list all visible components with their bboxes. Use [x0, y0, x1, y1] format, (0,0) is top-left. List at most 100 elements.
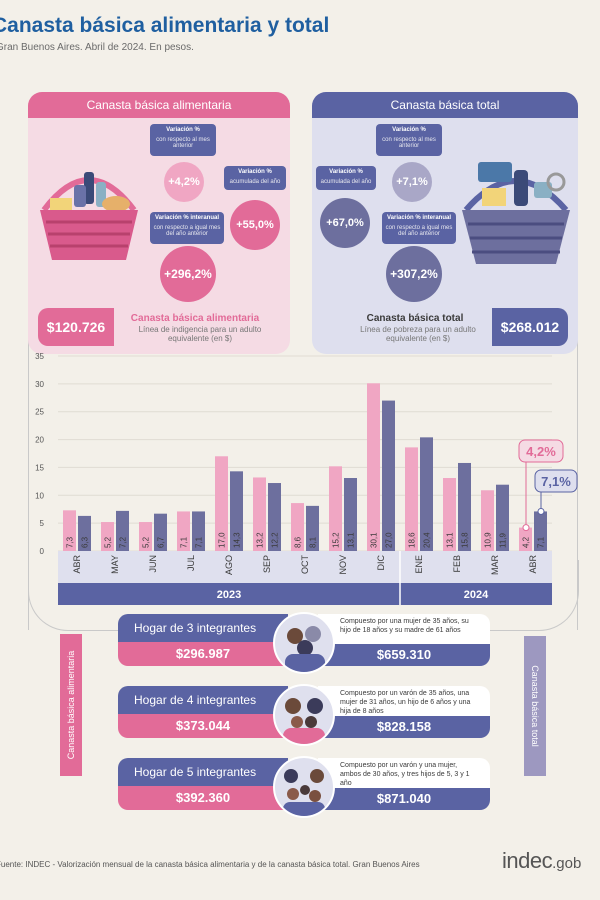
bar — [443, 478, 456, 551]
bar — [329, 466, 342, 551]
y-tick-label: 5 — [40, 519, 45, 528]
bar — [291, 503, 304, 551]
bar-value-label: 5,2 — [142, 536, 151, 548]
y-tick-label: 20 — [35, 436, 44, 445]
household-4-name: Hogar de 4 integrantes — [118, 686, 288, 714]
bar — [534, 511, 547, 551]
family-3-icon — [273, 612, 335, 674]
bar-value-label: 6,3 — [81, 536, 90, 548]
bar-value-label: 30,1 — [370, 532, 379, 548]
bar-value-label: 7,1 — [537, 536, 546, 548]
y-tick-label: 0 — [40, 547, 45, 556]
callout-box-cba — [518, 439, 564, 463]
household-4-cba: $373.044 — [118, 714, 288, 738]
y-tick-label: 10 — [35, 491, 44, 500]
x-tick-label: ABR — [528, 555, 538, 574]
x-tick-label: FEB — [452, 555, 462, 573]
year-label: 2023 — [217, 589, 241, 601]
cbt-panel-header: Canasta básica total — [312, 92, 578, 118]
household-5-name: Hogar de 5 integrantes — [118, 758, 288, 786]
bar-value-label: 27,0 — [385, 532, 394, 548]
y-tick-label: 30 — [35, 380, 44, 389]
y-tick-label: 25 — [35, 408, 44, 417]
callout-value-cba: 4,2% — [526, 444, 556, 459]
x-tick-label: JUL — [186, 555, 196, 571]
household-4-cbt: $828.158 — [318, 716, 490, 738]
bar-value-label: 13,1 — [446, 532, 455, 548]
household-3-desc: Compuesto por una mujer de 35 años, su h… — [318, 614, 490, 644]
bar-value-label: 14,3 — [233, 532, 242, 548]
bar — [382, 400, 395, 551]
x-tick-label: SEP — [262, 555, 272, 573]
cba-accum-badge: Variación % acumulada del año — [224, 166, 286, 190]
bar — [268, 483, 281, 551]
bar — [496, 484, 509, 551]
y-tick-label: 15 — [35, 463, 44, 472]
bar — [139, 522, 152, 551]
bar — [367, 383, 380, 551]
household-3-cba: $296.987 — [118, 642, 288, 666]
bar — [481, 490, 494, 551]
bar-value-label: 20,4 — [423, 532, 432, 548]
variation-chart: 0 5 10 15 20 25 30 35 7,3 6,3 ABR 5,2 7,2 MAY 5,2 6,7 JU… — [35, 352, 578, 605]
x-tick-label: AGO — [224, 555, 234, 575]
bar-value-label: 13,2 — [256, 532, 265, 548]
bar — [420, 437, 433, 551]
bar-value-label: 18,6 — [408, 532, 417, 548]
bar-value-label: 4,2 — [522, 536, 531, 548]
bar-value-label: 17,0 — [218, 532, 227, 548]
cba-yoy-badge: Variación % interanual con respecto a igu… — [150, 212, 224, 244]
bar — [405, 447, 418, 551]
cbt-yoy-value: +307,2% — [386, 246, 442, 302]
outline-frame-right — [577, 300, 578, 630]
y-tick-label: 35 — [35, 352, 44, 361]
indec-logo: indec.gob — [502, 848, 582, 873]
bar — [116, 510, 129, 551]
cba-monthly-value: +4,2% — [164, 162, 204, 202]
household-4-desc: Compuesto por un varón de 35 años, una m… — [318, 686, 490, 716]
bar-value-label: 6,7 — [157, 536, 166, 548]
x-tick-label: ENE — [414, 555, 424, 574]
page-subtitle: Gran Buenos Aires. Abril de 2024. En pes… — [0, 42, 194, 53]
household-3-name: Hogar de 3 integrantes — [118, 614, 288, 642]
bar-value-label: 13,1 — [347, 532, 356, 548]
bar-value-label: 12,2 — [271, 532, 280, 548]
x-tick-label: JUN — [148, 555, 158, 573]
side-tab-cbt: Canasta básica total — [524, 636, 546, 776]
bar — [154, 513, 167, 551]
household-3: Hogar de 3 integrantes $296.987 Compuesto… — [118, 612, 490, 674]
year-label: 2024 — [464, 589, 489, 601]
cba-price: $120.726 — [38, 308, 114, 346]
bar-value-label: 7,1 — [195, 536, 204, 548]
source-note: Fuente: INDEC - Valorización mensual de … — [0, 860, 420, 869]
bar-value-label: 7,3 — [66, 536, 75, 548]
bar — [253, 477, 266, 551]
household-3-cbt: $659.310 — [318, 644, 490, 666]
cba-desc-title: Canasta básica alimentaria — [130, 313, 260, 324]
household-5-cbt: $871.040 — [318, 788, 490, 810]
cba-desc-text: Línea de indigencia para un adulto equiv… — [138, 325, 262, 343]
bar — [177, 511, 190, 551]
bar — [101, 522, 114, 551]
household-5-cba: $392.360 — [118, 786, 288, 810]
side-tab-cba: Canasta básica alimentaria — [60, 634, 82, 776]
household-5: Hogar de 5 integrantes $392.360 Compuesto… — [118, 756, 490, 818]
cba-accum-value: +55,0% — [230, 200, 280, 250]
x-tick-label: DIC — [376, 555, 386, 571]
cba-yoy-value: +296,2% — [160, 246, 216, 302]
cbt-desc-text: Línea de pobreza para un adulto equivale… — [360, 325, 476, 343]
year-band — [58, 583, 552, 605]
cbt-accum-badge: Variación % acumulada del año — [316, 166, 376, 190]
cbt-accum-value: +67,0% — [320, 198, 370, 248]
bar-value-label: 5,2 — [104, 536, 113, 548]
outline-frame-left — [28, 300, 29, 630]
bar-value-label: 8,6 — [294, 536, 303, 548]
bar — [215, 456, 228, 551]
bar — [230, 471, 243, 551]
cbt-monthly-badge: Variación % con respecto al mes anterior — [376, 124, 442, 156]
cbt-yoy-badge: Variación % interanual con respecto a igu… — [382, 212, 456, 244]
bar — [63, 510, 76, 551]
cba-monthly-badge: Variación % con respecto al mes anterior — [150, 124, 216, 156]
bar-value-label: 7,2 — [119, 536, 128, 548]
cbt-monthly-value: +7,1% — [392, 162, 432, 202]
